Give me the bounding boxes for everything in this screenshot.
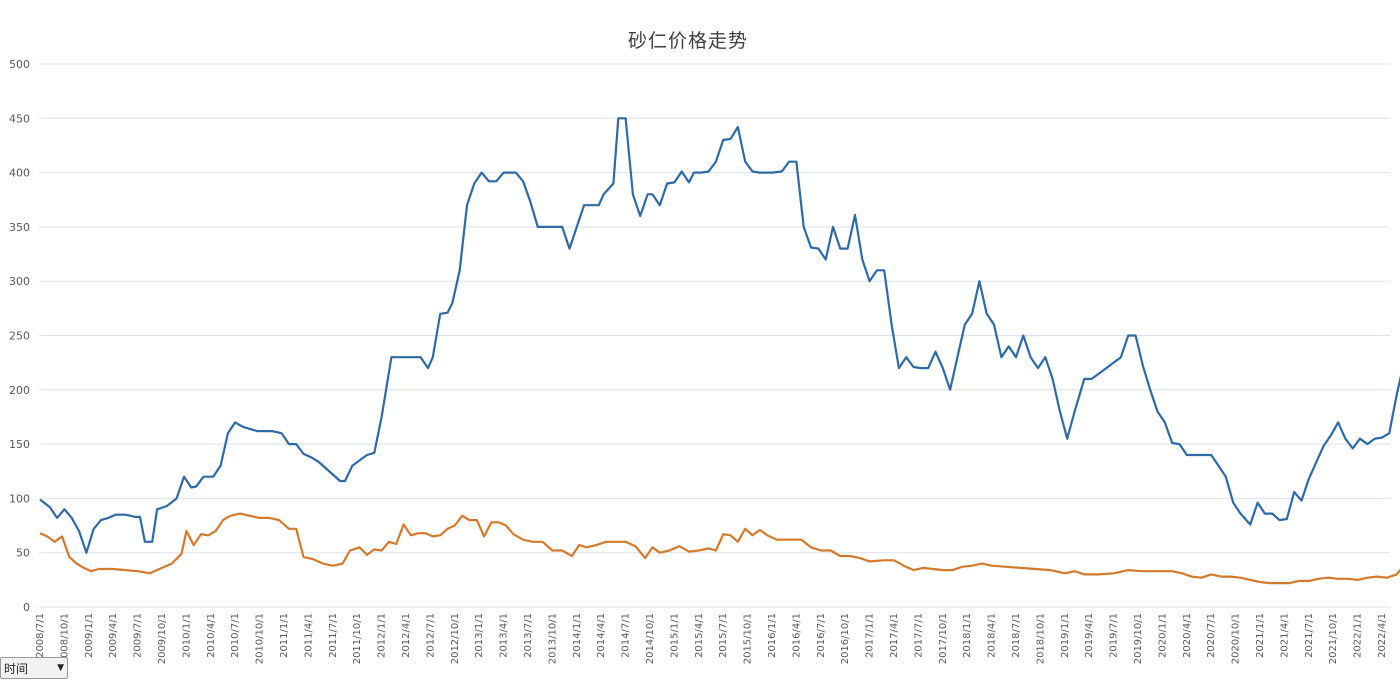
series-lines: [39, 117, 1400, 585]
x-tick-label: 2018/4/1: [987, 613, 998, 658]
y-tick-label: 500: [9, 58, 30, 71]
x-tick-label: 2020/10/1: [1231, 613, 1242, 664]
x-tick-label: 2012/4/1: [401, 613, 412, 658]
x-tick-label: 2011/10/1: [352, 613, 363, 664]
y-tick-label: 250: [9, 330, 30, 343]
x-tick-label: 2015/7/1: [718, 613, 729, 658]
x-tick-label: 2013/1/1: [474, 613, 485, 658]
x-tick-label: 2018/7/1: [1011, 613, 1022, 658]
x-tick-label: 2010/4/1: [206, 613, 217, 658]
x-tick-label: 2021/10/1: [1328, 613, 1339, 664]
x-tick-label: 2016/10/1: [840, 613, 851, 664]
x-tick-label: 2009/7/1: [133, 613, 144, 658]
x-tick-label: 2012/7/1: [425, 613, 436, 658]
x-tick-label: 2015/1/1: [669, 613, 680, 658]
x-tick-label: 2019/7/1: [1109, 613, 1120, 658]
x-tick-label: 2016/7/1: [816, 613, 827, 658]
x-tick-label: 2020/1/1: [1157, 613, 1168, 658]
series-line-2: [39, 512, 1400, 585]
x-tick-label: 2011/1/1: [279, 613, 290, 658]
x-tick-label: 2010/10/1: [255, 613, 266, 664]
x-tick-label: 2020/7/1: [1206, 613, 1217, 658]
y-tick-label: 50: [16, 547, 30, 560]
x-tick-label: 2018/10/1: [1035, 613, 1046, 664]
x-tick-label: 2021/4/1: [1279, 613, 1290, 658]
x-tick-label: 2008/7/1: [35, 613, 46, 658]
x-tick-label: 2017/7/1: [913, 613, 924, 658]
x-tick-label: 2013/4/1: [499, 613, 510, 658]
x-tick-label: 2016/4/1: [791, 613, 802, 658]
x-tick-label: 2021/1/1: [1255, 613, 1266, 658]
x-tick-label: 2009/10/1: [157, 613, 168, 664]
x-tick-label: 2011/4/1: [303, 613, 314, 658]
gridlines: [39, 63, 1390, 608]
x-tick-label: 2017/10/1: [938, 613, 949, 664]
x-tick-label: 2015/10/1: [743, 613, 754, 664]
y-tick-label: 450: [9, 112, 30, 125]
x-tick-label: 2019/1/1: [1060, 613, 1071, 658]
x-tick-label: 2017/4/1: [889, 613, 900, 658]
x-tick-label: 2011/7/1: [328, 613, 339, 658]
x-tick-label: 2020/4/1: [1182, 613, 1193, 658]
time-field-label: 时间: [4, 661, 29, 676]
x-tick-label: 2012/1/1: [377, 613, 388, 658]
y-tick-label: 350: [9, 221, 30, 234]
y-tick-label: 100: [9, 492, 30, 505]
x-tick-label: 2017/1/1: [865, 613, 876, 658]
x-tick-label: 2010/1/1: [181, 613, 192, 658]
y-tick-label: 0: [23, 601, 30, 614]
x-tick-label: 2019/10/1: [1133, 613, 1144, 664]
x-tick-label: 2021/7/1: [1304, 613, 1315, 658]
x-tick-label: 2009/1/1: [84, 613, 95, 658]
x-tick-label: 2014/1/1: [572, 613, 583, 658]
x-tick-label: 2022/4/1: [1377, 613, 1388, 658]
x-tick-label: 2013/7/1: [523, 613, 534, 658]
chart-title: 砂仁价格走势: [627, 30, 748, 52]
x-axis-ticks: 2008/7/1 2008/10/1 2009/1/1 2009/4/1 2009/7/…: [35, 613, 1388, 664]
y-tick-label: 150: [9, 438, 30, 451]
time-field-filter-button[interactable]: 时间 ▼: [0, 657, 68, 679]
dropdown-arrow-icon: ▼: [57, 663, 64, 673]
x-tick-label: 2008/10/1: [59, 613, 70, 664]
x-tick-label: 2014/4/1: [596, 613, 607, 658]
x-tick-label: 2014/7/1: [621, 613, 632, 658]
x-tick-label: 2013/10/1: [547, 613, 558, 664]
x-tick-label: 2022/1/1: [1353, 613, 1364, 658]
y-tick-label: 400: [9, 167, 30, 180]
x-tick-label: 2015/4/1: [694, 613, 705, 658]
y-axis-ticks: 0 50 100 150 200 250 300 350 400 450 500: [9, 58, 30, 614]
x-tick-label: 2010/7/1: [230, 613, 241, 658]
x-tick-label: 2014/10/1: [645, 613, 656, 664]
y-tick-label: 300: [9, 275, 30, 288]
x-tick-label: 2009/4/1: [108, 613, 119, 658]
x-tick-label: 2012/10/1: [450, 613, 461, 664]
y-tick-label: 200: [9, 384, 30, 397]
x-tick-label: 2019/4/1: [1084, 613, 1095, 658]
series-line-1: [39, 117, 1400, 554]
x-tick-label: 2018/1/1: [962, 613, 973, 658]
x-tick-label: 2016/1/1: [767, 613, 778, 658]
